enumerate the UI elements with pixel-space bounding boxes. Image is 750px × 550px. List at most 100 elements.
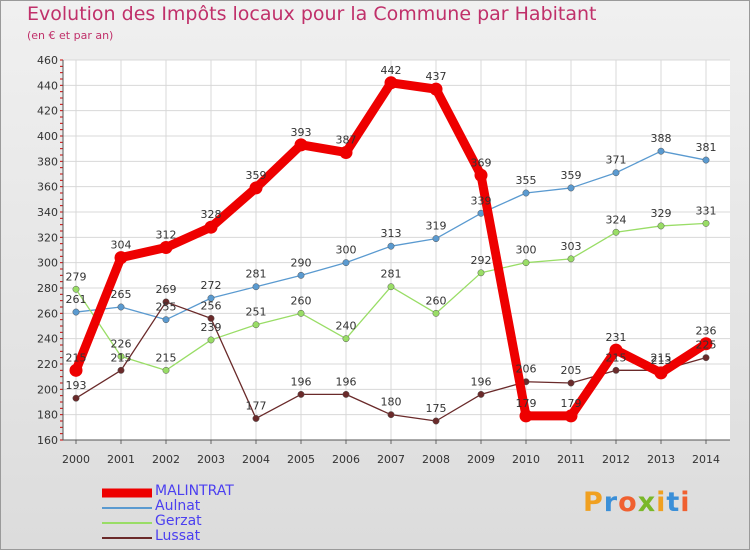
data-point-malintrat bbox=[69, 363, 83, 377]
x-tick-label: 2000 bbox=[62, 453, 90, 466]
data-label-gerzat: 324 bbox=[606, 213, 627, 226]
data-label-malintrat: 179 bbox=[561, 397, 582, 410]
data-point-lussat bbox=[162, 298, 170, 306]
x-tick-label: 2013 bbox=[647, 453, 675, 466]
data-point-aulnat bbox=[207, 294, 215, 302]
data-point-lussat bbox=[342, 390, 350, 398]
logo-letter: t bbox=[666, 487, 681, 518]
x-tick-label: 2009 bbox=[467, 453, 495, 466]
data-point-gerzat bbox=[117, 352, 125, 360]
legend-label-lussat: Lussat bbox=[155, 528, 201, 544]
data-label-gerzat: 215 bbox=[156, 351, 177, 364]
data-point-gerzat bbox=[342, 335, 350, 343]
data-label-lussat: 215 bbox=[606, 351, 627, 364]
data-point-gerzat bbox=[477, 269, 485, 277]
data-label-aulnat: 355 bbox=[516, 174, 537, 187]
data-label-aulnat: 300 bbox=[336, 244, 357, 257]
data-label-malintrat: 328 bbox=[201, 208, 222, 221]
data-point-gerzat bbox=[657, 222, 665, 230]
data-point-lussat bbox=[432, 417, 440, 425]
data-label-aulnat: 313 bbox=[381, 227, 402, 240]
data-label-gerzat: 240 bbox=[336, 320, 357, 333]
data-label-gerzat: 279 bbox=[66, 270, 87, 283]
data-point-gerzat bbox=[162, 366, 170, 374]
data-point-lussat bbox=[567, 379, 575, 387]
data-point-aulnat bbox=[612, 169, 620, 177]
data-label-lussat: 196 bbox=[336, 375, 357, 388]
data-point-gerzat bbox=[207, 336, 215, 344]
data-point-malintrat bbox=[654, 366, 668, 380]
x-tick-label: 2004 bbox=[242, 453, 270, 466]
data-label-gerzat: 331 bbox=[696, 204, 717, 217]
data-point-aulnat bbox=[657, 147, 665, 155]
data-label-malintrat: 369 bbox=[471, 156, 492, 169]
x-tick-label: 2007 bbox=[377, 453, 405, 466]
x-tick-label: 2008 bbox=[422, 453, 450, 466]
data-point-gerzat bbox=[72, 285, 80, 293]
data-point-malintrat bbox=[339, 145, 353, 159]
data-label-aulnat: 272 bbox=[201, 279, 222, 292]
data-label-aulnat: 261 bbox=[66, 293, 87, 306]
data-label-gerzat: 281 bbox=[381, 268, 402, 281]
data-label-malintrat: 359 bbox=[246, 169, 267, 182]
data-label-lussat: 177 bbox=[246, 399, 267, 412]
y-tick-label: 420 bbox=[37, 105, 58, 118]
data-point-malintrat bbox=[114, 251, 128, 265]
data-label-gerzat: 260 bbox=[426, 294, 447, 307]
data-point-aulnat bbox=[72, 308, 80, 316]
legend-label-malintrat: MALINTRAT bbox=[155, 483, 234, 499]
data-point-gerzat bbox=[387, 283, 395, 291]
y-tick-label: 240 bbox=[37, 333, 58, 346]
logo-letter: o bbox=[618, 487, 638, 518]
x-tick-label: 2014 bbox=[692, 453, 720, 466]
data-label-lussat: 205 bbox=[561, 364, 582, 377]
y-tick-label: 380 bbox=[37, 155, 58, 168]
y-tick-label: 280 bbox=[37, 282, 58, 295]
data-point-malintrat bbox=[429, 82, 443, 96]
logo-letter: i bbox=[680, 487, 691, 518]
y-tick-label: 160 bbox=[37, 434, 58, 447]
data-label-aulnat: 290 bbox=[291, 256, 312, 269]
data-point-malintrat bbox=[294, 138, 308, 152]
data-label-gerzat: 303 bbox=[561, 240, 582, 253]
data-label-lussat: 225 bbox=[696, 339, 717, 352]
data-label-lussat: 196 bbox=[291, 375, 312, 388]
data-point-malintrat bbox=[384, 76, 398, 90]
x-tick-label: 2002 bbox=[152, 453, 180, 466]
data-label-aulnat: 265 bbox=[111, 288, 132, 301]
data-point-aulnat bbox=[522, 189, 530, 197]
data-point-gerzat bbox=[567, 255, 575, 263]
data-point-malintrat bbox=[159, 240, 173, 254]
data-label-aulnat: 359 bbox=[561, 169, 582, 182]
data-point-lussat bbox=[612, 366, 620, 374]
data-point-aulnat bbox=[387, 242, 395, 250]
x-tick-label: 2011 bbox=[557, 453, 585, 466]
plot-area bbox=[63, 60, 730, 440]
data-point-gerzat bbox=[702, 219, 710, 227]
data-label-aulnat: 281 bbox=[246, 268, 267, 281]
data-point-lussat bbox=[297, 390, 305, 398]
logo-letter: x bbox=[637, 487, 657, 518]
data-point-lussat bbox=[387, 411, 395, 419]
data-point-lussat bbox=[477, 390, 485, 398]
data-label-aulnat: 339 bbox=[471, 194, 492, 207]
logo-letter: i bbox=[656, 487, 667, 518]
x-tick-label: 2012 bbox=[602, 453, 630, 466]
logo-letter: r bbox=[603, 487, 619, 518]
data-point-malintrat bbox=[609, 343, 623, 357]
data-label-aulnat: 319 bbox=[426, 220, 447, 233]
data-label-malintrat: 387 bbox=[336, 133, 357, 146]
data-point-gerzat bbox=[612, 228, 620, 236]
data-label-malintrat: 312 bbox=[156, 228, 177, 241]
y-tick-label: 460 bbox=[37, 54, 58, 67]
data-label-aulnat: 371 bbox=[606, 154, 627, 167]
data-point-malintrat bbox=[474, 168, 488, 182]
x-tick-label: 2005 bbox=[287, 453, 315, 466]
data-point-lussat bbox=[72, 394, 80, 402]
data-label-gerzat: 260 bbox=[291, 294, 312, 307]
data-label-malintrat: 393 bbox=[291, 126, 312, 139]
data-point-aulnat bbox=[567, 184, 575, 192]
data-label-gerzat: 226 bbox=[111, 337, 132, 350]
data-label-gerzat: 239 bbox=[201, 321, 222, 334]
